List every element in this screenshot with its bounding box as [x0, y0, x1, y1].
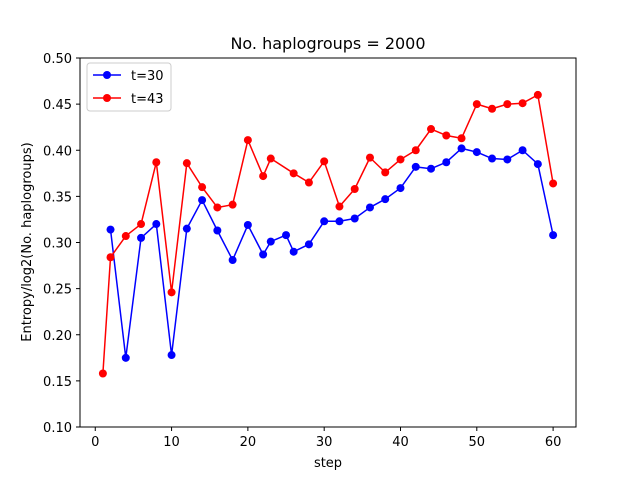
legend-marker-t30: [103, 71, 111, 79]
data-point-t43: [549, 179, 558, 188]
data-point-t30: [121, 353, 130, 362]
data-point-t43: [289, 169, 298, 178]
x-tick-label: 30: [316, 435, 333, 450]
data-point-t43: [427, 125, 436, 134]
data-point-t30: [335, 217, 344, 226]
data-point-t43: [243, 136, 252, 145]
data-point-t30: [228, 256, 237, 265]
data-point-t30: [266, 237, 275, 246]
x-tick-label: 60: [545, 435, 562, 450]
data-point-t43: [503, 100, 512, 109]
chart-title: No. haplogroups = 2000: [230, 34, 425, 53]
data-point-t30: [282, 231, 291, 240]
data-point-t30: [518, 146, 527, 155]
legend: t=30 t=43: [86, 62, 172, 112]
series-layer: [98, 90, 558, 378]
y-tick-label: 0.50: [43, 52, 72, 67]
data-point-t30: [106, 225, 115, 234]
data-point-t43: [472, 100, 481, 109]
x-tick-label: 50: [469, 435, 486, 450]
data-point-t43: [365, 153, 374, 162]
data-point-t43: [442, 131, 451, 140]
data-point-t30: [457, 144, 466, 153]
data-point-t30: [442, 158, 451, 167]
data-point-t43: [98, 369, 107, 378]
data-point-t30: [488, 154, 497, 163]
data-point-t43: [213, 203, 222, 212]
data-point-t43: [106, 253, 115, 262]
data-point-t43: [266, 154, 275, 163]
x-tick-label: 0: [91, 435, 99, 450]
y-tick-label: 0.30: [43, 237, 72, 252]
y-tick-label: 0.25: [43, 283, 72, 298]
data-point-t30: [472, 148, 481, 157]
data-point-t30: [411, 162, 420, 171]
y-tick-label: 0.15: [43, 375, 72, 390]
y-tick-label: 0.35: [43, 190, 72, 205]
y-tick-label: 0.45: [43, 98, 72, 113]
data-point-t43: [198, 183, 207, 192]
data-point-t43: [137, 220, 146, 229]
series-t43: [98, 90, 558, 378]
data-point-t30: [533, 160, 542, 169]
data-point-t43: [533, 90, 542, 99]
data-point-t30: [304, 240, 313, 249]
data-point-t30: [137, 233, 146, 242]
data-point-t30: [198, 196, 207, 205]
data-point-t43: [457, 134, 466, 143]
data-point-t43: [259, 172, 268, 181]
data-point-t30: [320, 217, 329, 226]
data-point-t30: [259, 250, 268, 259]
data-point-t30: [167, 351, 176, 360]
data-point-t30: [503, 155, 512, 164]
x-axis-ticks: 0 10 20 30 40 50 60: [91, 427, 561, 450]
x-tick-label: 20: [240, 435, 257, 450]
y-axis-label: Entropy/log2(No. haplogroups): [20, 142, 35, 341]
data-point-t30: [152, 220, 161, 229]
data-point-t30: [289, 247, 298, 256]
data-point-t43: [381, 168, 390, 177]
data-point-t30: [243, 220, 252, 229]
data-point-t43: [335, 202, 344, 211]
data-point-t43: [411, 146, 420, 155]
x-tick-label: 40: [392, 435, 409, 450]
legend-label-t43: t=43: [131, 92, 164, 107]
y-tick-label: 0.20: [43, 329, 72, 344]
data-point-t43: [396, 155, 405, 164]
y-axis-ticks: 0.10 0.15 0.20 0.25 0.30 0.35 0.40 0.45 0.50: [43, 52, 80, 436]
data-point-t43: [320, 157, 329, 166]
data-point-t43: [152, 158, 161, 167]
data-point-t43: [518, 99, 527, 108]
data-point-t30: [365, 203, 374, 212]
y-tick-label: 0.40: [43, 144, 72, 159]
x-tick-label: 10: [163, 435, 180, 450]
legend-marker-t43: [103, 94, 111, 102]
data-point-t30: [381, 195, 390, 204]
data-point-t43: [167, 288, 176, 297]
data-point-t43: [228, 200, 237, 209]
data-point-t30: [213, 226, 222, 235]
data-point-t43: [182, 159, 191, 168]
data-point-t43: [488, 104, 497, 113]
data-point-t30: [350, 214, 359, 223]
data-point-t30: [182, 224, 191, 233]
legend-label-t30: t=30: [131, 69, 164, 84]
data-point-t43: [350, 184, 359, 193]
data-point-t43: [304, 178, 313, 187]
data-point-t43: [121, 232, 130, 241]
data-point-t30: [549, 231, 558, 240]
data-point-t30: [396, 184, 405, 193]
data-point-t30: [427, 164, 436, 173]
y-tick-label: 0.10: [43, 421, 72, 436]
x-axis-label: step: [314, 456, 342, 471]
series-t30: [106, 144, 558, 362]
